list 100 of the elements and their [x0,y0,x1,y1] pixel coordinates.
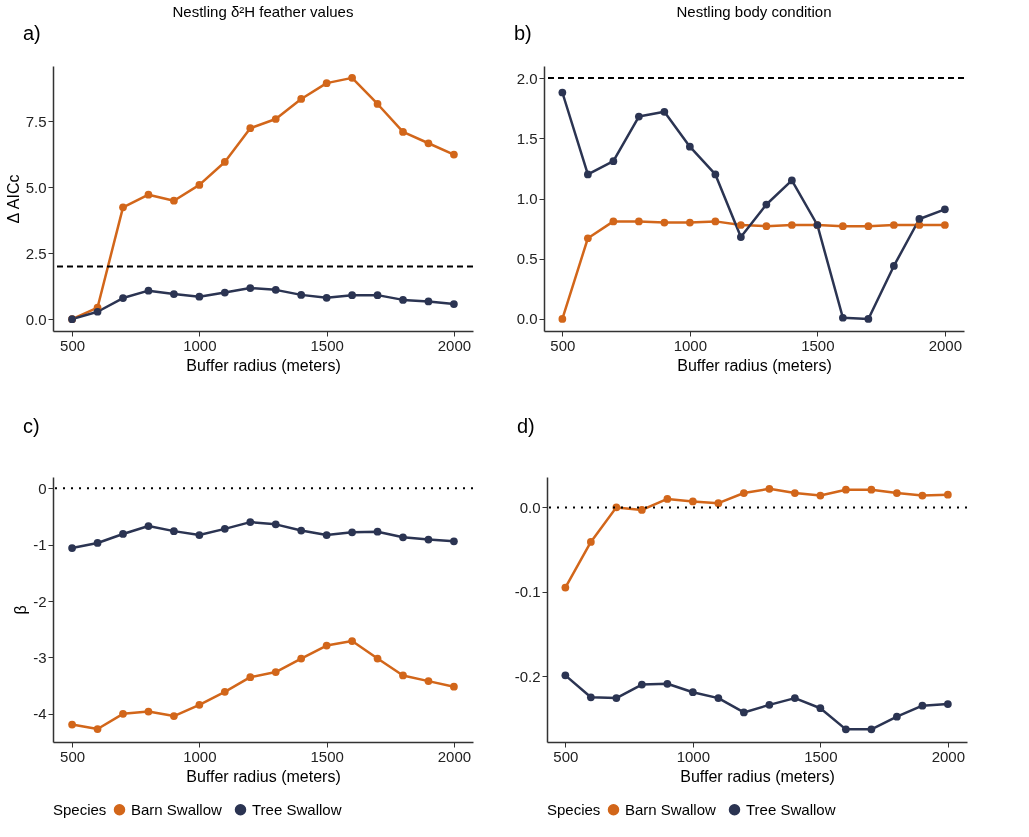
point [348,291,356,299]
y-tick-label: 1.5 [516,129,538,147]
point [663,679,672,688]
point [558,315,567,323]
point [399,671,407,680]
point [915,215,924,223]
point [839,222,847,231]
point [893,712,901,721]
x-tick-label: 2000 [437,336,472,354]
y-tick-label: -1 [33,536,47,554]
point [583,234,592,243]
y-tick-label: 2.5 [25,244,47,262]
point [918,701,927,710]
x-tick-label: 1000 [673,336,708,354]
point [714,694,723,702]
point [685,142,694,151]
point [144,522,153,530]
point [68,544,76,552]
point [816,491,825,500]
x-axis-title: Buffer radius (meters) [680,767,835,785]
x-tick-label: 2000 [437,747,472,765]
point [220,288,229,297]
y-axis-title: β [12,605,30,615]
chart-title: Nestling body condition [676,3,832,20]
point [119,530,127,538]
point [93,307,102,316]
point [246,518,255,526]
point [660,107,669,116]
point [893,489,901,497]
legend-title: Species [547,801,601,818]
x-tick-label: 500 [550,336,576,354]
point [688,688,697,697]
point [170,290,178,298]
point [660,218,669,227]
point [195,181,204,189]
chart-title: Nestling δ²H feather values [172,3,354,20]
x-tick-label: 1000 [183,336,217,354]
point [170,712,178,720]
point [612,694,621,702]
x-tick-label: 1500 [801,336,835,354]
point [246,284,255,292]
point [586,538,595,546]
point [195,700,204,709]
point [561,671,570,680]
point [271,520,280,529]
point [399,296,407,304]
point [424,297,433,306]
y-tick-label: 5.0 [25,178,47,196]
x-axis-title: Buffer radius (meters) [186,356,341,374]
point [119,294,127,302]
y-tick-label: -0.2 [514,667,541,685]
point [762,222,771,231]
point [561,583,570,592]
y-tick-label: 1.0 [516,190,538,207]
point [170,527,178,535]
point [170,196,178,205]
point [322,79,331,87]
point [297,526,306,535]
point [373,100,382,108]
point [688,497,697,506]
x-tick-label: 2000 [931,747,966,765]
point [246,673,255,682]
point [736,233,745,241]
point [765,701,774,709]
point [637,506,646,514]
y-tick-label: 0.0 [519,498,541,516]
point [842,725,850,734]
y-tick-label: 0.5 [516,250,538,268]
point [864,222,873,231]
point [788,176,796,185]
y-tick-label: -2 [33,592,47,610]
point [867,725,876,734]
text: c) [23,415,40,437]
point [890,221,898,229]
point [322,641,331,650]
y-axis-title: Δ AICc [4,174,22,224]
point [867,485,876,494]
point [944,700,952,708]
point [944,490,952,499]
point [373,654,382,663]
point [68,720,76,729]
point [450,300,458,308]
point [711,217,720,226]
y-tick-label: -4 [33,705,47,723]
point [791,694,799,702]
text: b) [514,22,532,44]
x-tick-label: 500 [553,747,579,765]
point [612,503,621,512]
x-tick-label: 1000 [183,747,217,765]
point [119,203,127,212]
point [399,533,407,542]
y-tick-label: 7.5 [25,112,47,130]
point [119,709,127,718]
legend-label: Barn Swallow [625,800,717,818]
x-tick-label: 500 [60,747,86,765]
point [583,170,592,179]
point [246,124,255,133]
point [558,88,567,97]
point [864,315,873,323]
point [714,499,723,508]
